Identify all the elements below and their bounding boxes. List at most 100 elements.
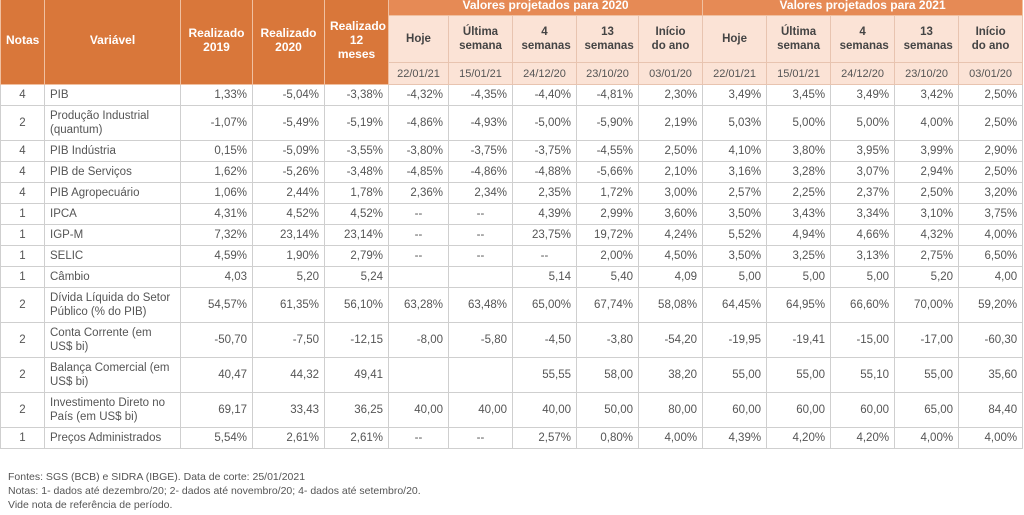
value-cell: 5,03%	[702, 105, 768, 141]
value-cell: 2,37%	[830, 182, 896, 204]
table-row: 4 PIB de Serviços 1,62% -5,26% -3,48% -4,85% -…	[0, 161, 1024, 183]
value-cell: 69,17	[180, 392, 253, 428]
value-cell: 1	[0, 245, 45, 267]
value-cell: 55,00	[702, 357, 768, 393]
value-cell: 40,00	[448, 392, 513, 428]
sub-header: Última semana	[448, 15, 513, 63]
table-row: 1 IGP-M 7,32% 23,14% 23,14% -- -- 23,75% 19,72% 4…	[0, 224, 1024, 246]
value-cell: 2	[0, 392, 45, 428]
value-cell: 3,99%	[894, 140, 960, 162]
value-cell: --	[448, 224, 513, 246]
value-cell: 55,00	[894, 357, 960, 393]
value-cell: 67,74%	[576, 287, 639, 323]
sub-header-label: 4 semanas	[521, 26, 571, 52]
header-row: 22/01/21 15/01/21 24/12/20 23/10/20 03/01/20…	[1, 62, 1024, 85]
value-cell: 1	[0, 203, 45, 225]
value-cell: --	[388, 224, 449, 246]
value-cell: 2,44%	[252, 182, 325, 204]
value-cell: 5,00%	[766, 105, 832, 141]
value-cell: 54,57%	[180, 287, 253, 323]
value-cell: 3,25%	[766, 245, 832, 267]
table-row: 2 Conta Corrente (em US$ bi) -50,70 -7,50 -1…	[0, 322, 1024, 358]
value-cell: 2,19%	[637, 105, 704, 141]
value-cell: 4,32%	[894, 224, 960, 246]
table-row: 4 PIB Agropecuário 1,06% 2,44% 1,78% 2,36% 2,3…	[0, 182, 1024, 204]
value-cell: -3,55%	[324, 140, 389, 162]
value-cell: --	[448, 427, 513, 449]
value-cell: 40,47	[180, 357, 253, 393]
value-cell: -19,41	[766, 322, 832, 358]
value-cell: 60,00	[766, 392, 832, 428]
value-cell: 80,00	[637, 392, 704, 428]
empty-cell	[388, 266, 449, 288]
value-cell: -4,88%	[512, 161, 577, 183]
date-header: 03/01/20	[637, 62, 704, 85]
value-cell: 2,00%	[576, 245, 639, 267]
value-cell: -4,50	[512, 322, 577, 358]
table-row: 2 Produção Industrial (quantum) -1,07% -5,4…	[0, 105, 1024, 141]
value-cell: 4,31%	[180, 203, 253, 225]
value-cell: 2	[0, 105, 45, 141]
footer: Fontes: SGS (BCB) e SIDRA (IBGE). Data d…	[8, 470, 421, 512]
value-cell: 5,24	[324, 266, 389, 288]
value-cell: -12,15	[324, 322, 389, 358]
value-cell: 4,20%	[830, 427, 896, 449]
value-cell: -5,09%	[252, 140, 325, 162]
value-cell: 64,95%	[766, 287, 832, 323]
table-row: 1 IPCA 4,31% 4,52% 4,52% -- -- 4,39% 2,99% 3,60% 3…	[0, 203, 1024, 225]
value-cell: 65,00%	[512, 287, 577, 323]
value-cell: -60,30	[958, 322, 1024, 358]
value-cell: -5,19%	[324, 105, 389, 141]
value-cell: 55,10	[830, 357, 896, 393]
value-cell: -50,70	[180, 322, 253, 358]
value-cell: 4,52%	[324, 203, 389, 225]
value-cell: 49,41	[324, 357, 389, 393]
value-cell: -3,48%	[324, 161, 389, 183]
value-cell: 1,90%	[252, 245, 325, 267]
sub-header: 13 semanas	[576, 15, 639, 63]
value-cell: 4,00	[958, 266, 1024, 288]
variable-cell: IGP-M	[44, 224, 181, 246]
date-header: 23/10/20	[576, 62, 639, 85]
value-cell: 4,00%	[637, 427, 704, 449]
header-cell: Realizado 12 meses	[324, 0, 389, 85]
sub-header: 4 semanas	[512, 15, 577, 63]
value-cell: --	[388, 427, 449, 449]
value-cell: 63,28%	[388, 287, 449, 323]
value-cell: 3,60%	[637, 203, 704, 225]
value-cell: -5,04%	[252, 84, 325, 106]
value-cell: -5,00%	[512, 105, 577, 141]
value-cell: 4,52%	[252, 203, 325, 225]
table-row: 1 Câmbio 4,03 5,20 5,24 5,14 5,40 4,09 5,00 5,00 5…	[0, 266, 1024, 288]
value-cell: 5,00	[766, 266, 832, 288]
value-cell: 4	[0, 140, 45, 162]
value-cell: 2,50%	[958, 84, 1024, 106]
date-header: 24/12/20	[830, 62, 896, 85]
footer-line: Vide nota de referência de período.	[8, 499, 173, 511]
value-cell: 2,36%	[388, 182, 449, 204]
value-cell: 3,49%	[702, 84, 768, 106]
sub-header-label: Última semana	[459, 26, 502, 52]
date-header: 15/01/21	[766, 62, 832, 85]
value-cell: 33,43	[252, 392, 325, 428]
value-cell: 38,20	[637, 357, 704, 393]
value-cell: --	[512, 245, 577, 267]
sub-header: 13 semanas	[894, 15, 960, 63]
value-cell: 2,50%	[637, 140, 704, 162]
value-cell: 1,62%	[180, 161, 253, 183]
value-cell: 2,34%	[448, 182, 513, 204]
table-row: 4 PIB 1,33% -5,04% -3,38% -4,32% -4,35% -4,40% -…	[0, 84, 1024, 106]
value-cell: -3,38%	[324, 84, 389, 106]
value-cell: 4,09	[637, 266, 704, 288]
value-cell: 44,32	[252, 357, 325, 393]
value-cell: 1	[0, 427, 45, 449]
value-cell: 4,00%	[894, 105, 960, 141]
value-cell: -4,35%	[448, 84, 513, 106]
value-cell: 55,00	[766, 357, 832, 393]
value-cell: 84,40	[958, 392, 1024, 428]
value-cell: 2,50%	[958, 105, 1024, 141]
variable-cell: PIB Indústria	[44, 140, 181, 162]
value-cell: --	[388, 203, 449, 225]
value-cell: 1	[0, 266, 45, 288]
sub-header: Hoje	[388, 15, 449, 63]
